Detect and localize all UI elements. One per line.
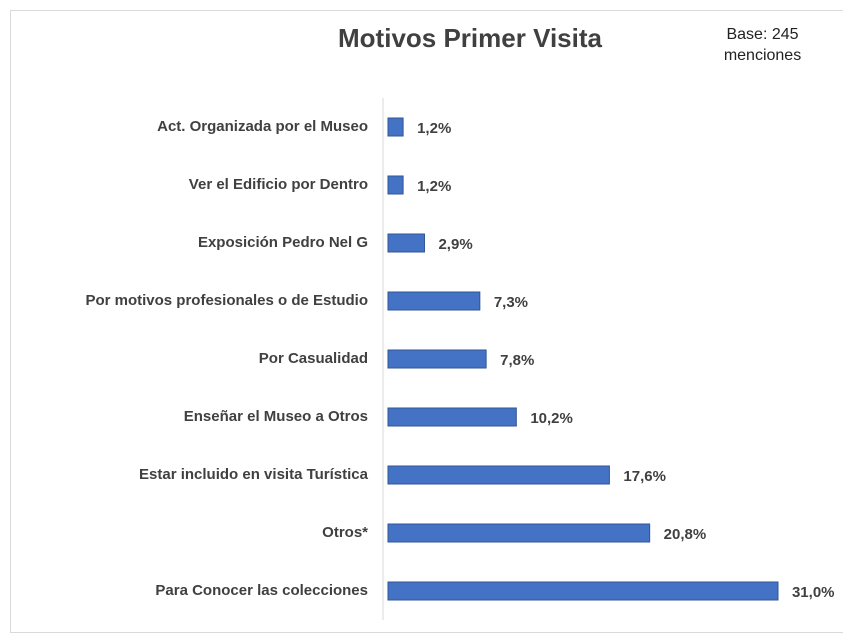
- value-label: 2,9%: [438, 236, 472, 253]
- value-label: 1,2%: [417, 120, 451, 137]
- value-label: 31,0%: [792, 584, 835, 601]
- bar: [387, 465, 610, 485]
- bar: [387, 523, 651, 543]
- category-label: Estar incluido en visita Turística: [139, 466, 369, 483]
- bar: [387, 349, 487, 369]
- value-label: 10,2%: [530, 410, 573, 427]
- chart-subtitle: Base: 245 menciones: [723, 26, 802, 64]
- bar: [387, 291, 481, 311]
- bar: [387, 175, 404, 195]
- bar: [387, 407, 517, 427]
- value-label: 7,8%: [500, 352, 534, 369]
- value-label: 7,3%: [494, 294, 528, 311]
- category-label: Para Conocer las colecciones: [155, 582, 368, 599]
- chart-border: [10, 10, 843, 633]
- category-label: Otros*: [322, 524, 368, 541]
- value-label: 17,6%: [623, 468, 666, 485]
- category-label: Por motivos profesionales o de Estudio: [85, 292, 368, 309]
- bar: [387, 117, 404, 137]
- value-label: 20,8%: [664, 526, 707, 543]
- value-label: 1,2%: [417, 178, 451, 195]
- category-label: Por Casualidad: [259, 350, 368, 367]
- bar: [387, 581, 779, 601]
- category-label: Act. Organizada por el Museo: [157, 118, 368, 135]
- bar: [387, 233, 425, 253]
- category-label: Ver el Edificio por Dentro: [189, 176, 368, 193]
- category-label: Enseñar el Museo a Otros: [184, 408, 368, 425]
- category-label: Exposición Pedro Nel G: [198, 234, 368, 251]
- chart-title: Motivos Primer Visita: [338, 23, 602, 53]
